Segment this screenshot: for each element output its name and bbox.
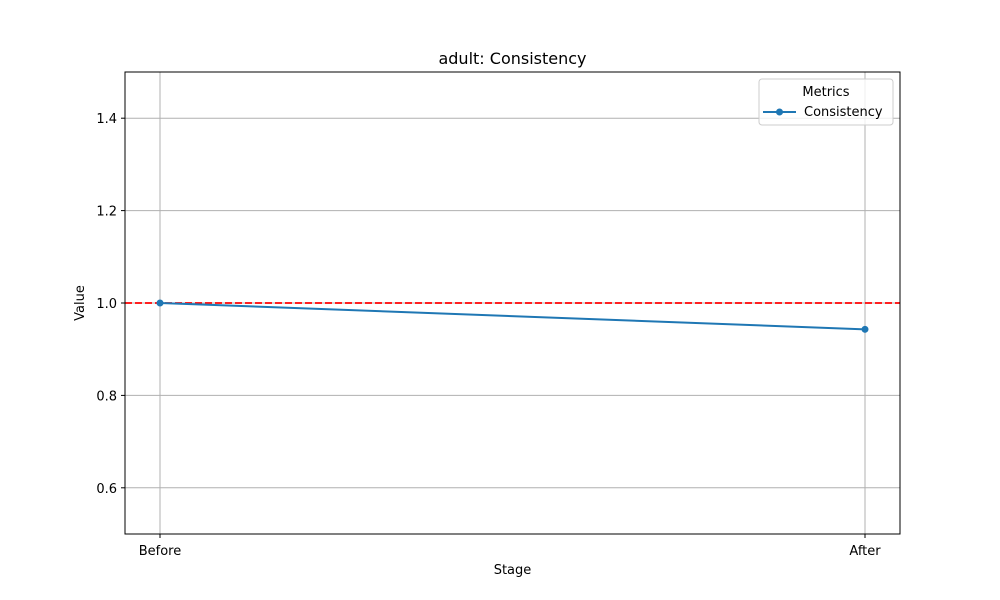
series-line bbox=[159, 302, 866, 331]
legend-title: Metrics bbox=[802, 85, 849, 100]
data-point bbox=[861, 325, 869, 333]
y-tick-label: 0.8 bbox=[96, 389, 117, 404]
y-tick-label: 1.2 bbox=[96, 205, 117, 220]
y-tick-label: 1.4 bbox=[96, 112, 117, 127]
x-tick-label: After bbox=[849, 544, 881, 559]
legend-series-label: Consistency bbox=[804, 105, 883, 120]
x-axis-label: Stage bbox=[494, 563, 532, 578]
x-axis-ticks: Before After bbox=[139, 534, 881, 559]
y-tick-label: 1.0 bbox=[96, 297, 117, 312]
y-tick-label: 0.6 bbox=[96, 482, 117, 497]
x-tick-label: Before bbox=[139, 544, 182, 559]
y-axis-ticks: 0.6 0.8 1.0 1.2 1.4 bbox=[96, 112, 125, 497]
series-layer bbox=[156, 299, 869, 333]
y-axis-label: Value bbox=[73, 285, 88, 321]
legend-box bbox=[758, 78, 894, 126]
legend-series-marker bbox=[776, 108, 783, 116]
data-point bbox=[156, 299, 164, 307]
legend: Metrics Consistency bbox=[758, 78, 894, 126]
chart-title: adult: Consistency bbox=[438, 49, 586, 68]
